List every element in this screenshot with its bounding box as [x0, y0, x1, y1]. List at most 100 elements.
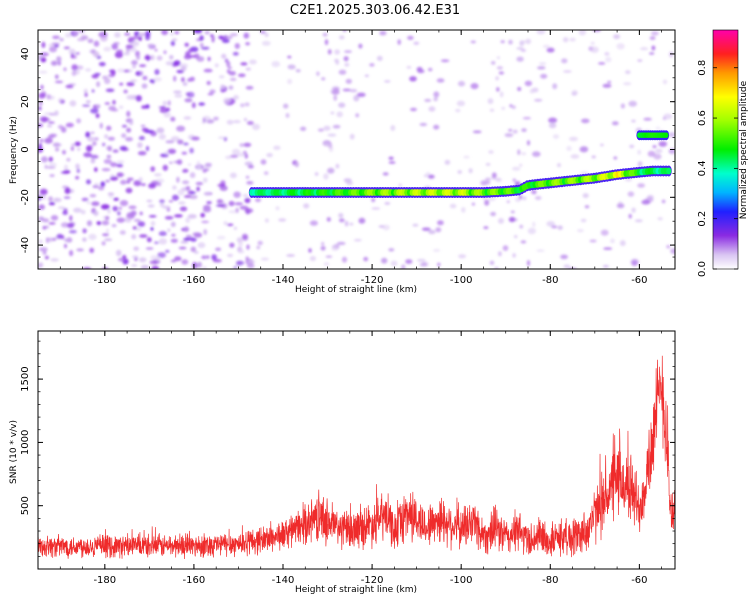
noise-speckle: [405, 259, 413, 264]
noise-speckle: [38, 239, 43, 244]
noise-speckle: [123, 52, 130, 56]
noise-speckle: [371, 207, 381, 210]
noise-speckle: [331, 245, 339, 249]
colorbar: 0.0 0.2 0.4 0.6 0.8 Normalized spectral ampl…: [697, 29, 749, 277]
noise-speckle: [94, 167, 98, 172]
noise-speckle: [484, 180, 491, 185]
noise-speckle: [91, 74, 98, 79]
noise-speckle: [165, 250, 170, 253]
noise-speckle: [228, 200, 235, 207]
noise-speckle: [174, 214, 183, 218]
noise-speckle: [491, 172, 497, 179]
noise-speckle: [309, 255, 316, 262]
noise-speckle: [652, 145, 657, 149]
noise-speckle: [198, 102, 205, 106]
noise-speckle: [64, 243, 67, 249]
noise-speckle: [239, 143, 244, 147]
noise-speckle: [371, 197, 376, 203]
noise-speckle: [184, 42, 189, 47]
noise-speckle: [651, 31, 659, 36]
noise-speckle: [119, 230, 126, 235]
noise-speckle: [110, 69, 116, 76]
snr-y-axis: 500 1000 1500: [20, 340, 675, 570]
noise-speckle: [334, 49, 340, 55]
noise-speckle: [499, 91, 504, 98]
noise-speckle: [630, 258, 639, 265]
noise-speckle: [174, 93, 183, 98]
noise-speckle: [179, 206, 188, 212]
noise-speckle: [178, 201, 186, 205]
noise-speckle: [433, 248, 441, 252]
noise-speckle: [444, 159, 451, 165]
noise-speckle: [170, 259, 177, 263]
noise-speckle: [86, 201, 91, 205]
noise-speckle: [158, 238, 167, 245]
noise-speckle: [185, 234, 192, 238]
noise-speckle: [498, 218, 504, 224]
noise-speckle: [591, 155, 596, 159]
noise-speckle: [183, 237, 191, 241]
noise-speckle: [218, 204, 226, 207]
noise-speckle: [510, 210, 515, 214]
noise-speckle: [240, 62, 248, 66]
noise-speckle: [509, 104, 513, 108]
noise-speckle: [390, 125, 396, 131]
noise-speckle: [125, 44, 134, 49]
noise-speckle: [171, 233, 176, 237]
noise-speckle: [94, 137, 99, 141]
noise-speckle: [629, 144, 635, 149]
noise-speckle: [345, 78, 352, 84]
noise-speckle: [435, 227, 442, 233]
noise-speckle: [77, 147, 81, 151]
noise-speckle: [189, 76, 195, 82]
colorbar-axis: 0.0 0.2 0.4 0.6 0.8: [697, 60, 738, 277]
noise-speckle: [141, 127, 149, 131]
noise-speckle: [552, 83, 558, 90]
colorbar-tick-label: 0.6: [697, 110, 708, 126]
noise-speckle: [534, 196, 542, 200]
noise-speckle: [218, 75, 225, 79]
snr-series-line: [38, 355, 675, 559]
noise-speckle: [92, 141, 97, 146]
noise-speckle: [611, 121, 619, 126]
noise-speckle: [598, 62, 606, 65]
noise-speckle: [245, 85, 254, 90]
noise-speckle: [162, 100, 168, 106]
noise-speckle: [613, 156, 618, 160]
noise-speckle: [81, 197, 89, 202]
noise-speckle: [607, 80, 612, 84]
noise-speckle: [84, 92, 88, 98]
noise-speckle: [236, 237, 243, 243]
noise-speckle: [245, 67, 251, 71]
noise-speckle: [546, 47, 555, 53]
noise-speckle: [536, 249, 545, 252]
noise-speckle: [295, 69, 301, 73]
noise-speckle: [407, 35, 414, 41]
noise-speckle: [534, 98, 543, 102]
noise-speckle: [78, 30, 85, 34]
noise-speckle: [331, 90, 340, 95]
colorbar-gradient: [713, 30, 738, 269]
noise-speckle: [229, 77, 237, 81]
noise-speckle: [234, 202, 243, 206]
spectrogram-y-tick-label: 20: [20, 95, 31, 108]
noise-speckle: [327, 167, 335, 174]
noise-speckle: [140, 70, 144, 76]
noise-speckle: [100, 181, 106, 187]
noise-speckle: [616, 203, 625, 209]
noise-speckle: [155, 256, 160, 262]
noise-speckle: [174, 256, 182, 262]
noise-speckle: [64, 32, 72, 38]
noise-speckle: [247, 262, 255, 269]
noise-speckle: [48, 222, 56, 225]
spectrogram-x-axis-title: Height of straight line (km): [295, 285, 417, 295]
noise-speckle: [80, 35, 89, 40]
noise-speckle: [114, 32, 121, 38]
noise-speckle: [176, 159, 183, 165]
noise-speckle: [525, 38, 531, 45]
noise-speckle: [294, 161, 299, 168]
noise-speckle: [637, 59, 643, 62]
noise-speckle: [234, 43, 240, 49]
noise-speckle: [54, 80, 64, 84]
noise-speckle: [46, 166, 56, 169]
